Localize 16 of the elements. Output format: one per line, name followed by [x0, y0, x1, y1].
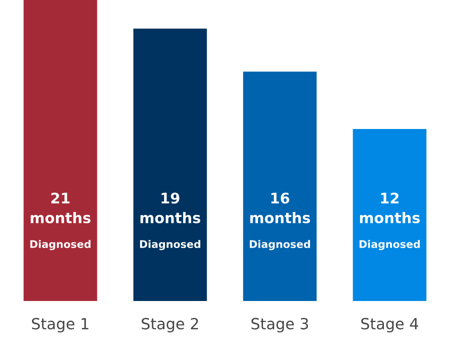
- annotation: Diagnosed: [140, 240, 200, 250]
- bar: [133, 28, 207, 301]
- data-label: 16 months: [250, 192, 310, 224]
- bar: [352, 128, 426, 301]
- annotation: Diagnosed: [250, 240, 310, 250]
- annotation: Diagnosed: [360, 240, 420, 250]
- x-tick-label: Stage 3: [252, 318, 308, 332]
- data-label: 19 months: [140, 192, 200, 224]
- annotation: Diagnosed: [30, 240, 90, 250]
- x-tick-label: Stage 4: [361, 318, 418, 332]
- bar: [24, 0, 98, 301]
- bar: [243, 72, 317, 301]
- data-label: 21 months: [30, 192, 90, 224]
- x-tick-label: Stage 1: [32, 318, 88, 332]
- x-tick-label: Stage 2: [142, 318, 198, 332]
- data-label: 12 months: [360, 192, 420, 224]
